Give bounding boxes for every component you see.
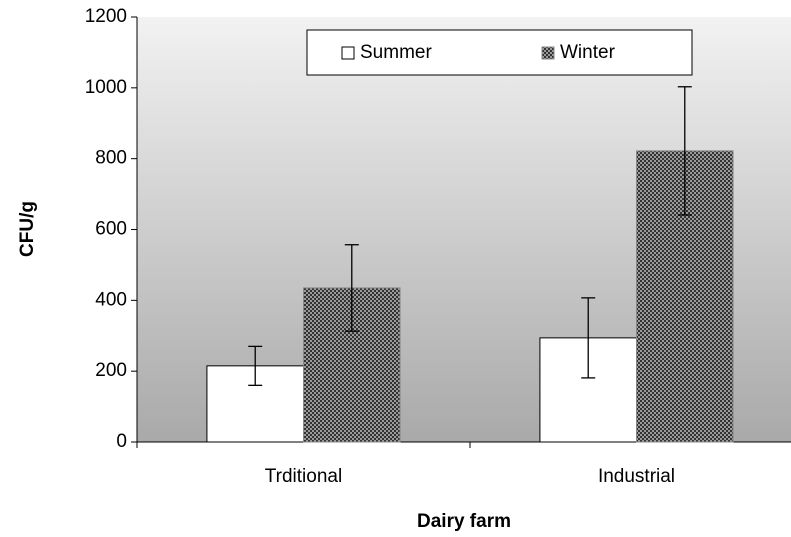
error-bar xyxy=(248,345,263,386)
legend-label: Winter xyxy=(560,42,616,63)
legend-box xyxy=(306,29,693,76)
y-axis-label: CFU/g xyxy=(17,201,38,257)
y-tick-label: 0 xyxy=(116,431,127,452)
y-tick-label: 400 xyxy=(95,289,127,310)
error-bar xyxy=(581,297,596,379)
y-tick-label: 600 xyxy=(95,219,127,240)
legend-swatch xyxy=(341,46,355,60)
error-bar xyxy=(344,244,359,332)
x-tick-label: Industrial xyxy=(598,466,675,487)
y-tick-label: 800 xyxy=(95,148,127,169)
y-tick-label: 200 xyxy=(95,360,127,381)
y-tick-label: 1000 xyxy=(85,77,127,98)
x-tick-label: Trditional xyxy=(265,466,342,487)
x-axis-label: Dairy farm xyxy=(417,511,511,532)
legend-label: Summer xyxy=(360,42,432,63)
error-bar xyxy=(677,86,692,216)
y-tick-label: 1200 xyxy=(85,6,127,27)
legend-swatch xyxy=(541,46,555,60)
